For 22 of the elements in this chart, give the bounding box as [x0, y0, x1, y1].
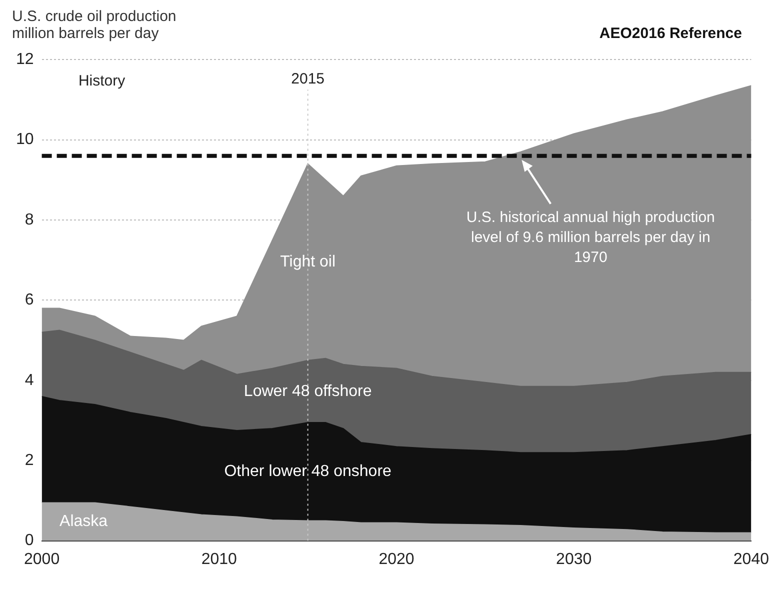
y-tick-label: 2: [24, 452, 34, 470]
x-tick-label: 2030: [556, 550, 592, 568]
series-label: Tight oil: [280, 254, 336, 271]
x-tick-label: 2040: [733, 550, 770, 568]
x-tick-label: 2020: [378, 550, 414, 568]
x-tick-label: 2010: [201, 550, 238, 568]
ref-line-label: 2015: [291, 70, 325, 88]
series-label: Other lower 48 onshore: [224, 463, 392, 480]
y-tick-label: 0: [24, 532, 34, 550]
series-label: Alaska: [60, 513, 108, 530]
series-label: Lower 48 offshore: [244, 382, 372, 400]
chart-subtitle: AEO2016 Reference: [599, 25, 742, 42]
y-axis-title: million barrels per day: [12, 25, 159, 42]
y-tick-label: 6: [24, 292, 34, 309]
y-tick-label: 8: [24, 211, 34, 228]
annotation: U.S. historical annual high production level of 9.6 million barrels per day in 1970: [466, 208, 715, 266]
y-tick-label: 4: [24, 372, 34, 389]
chart-title: U.S. crude oil production: [11, 8, 178, 25]
annotation: History: [78, 72, 126, 90]
y-tick-label: 12: [16, 51, 34, 68]
x-tick-label: 2000: [24, 550, 60, 568]
y-tick-label: 10: [16, 131, 34, 148]
